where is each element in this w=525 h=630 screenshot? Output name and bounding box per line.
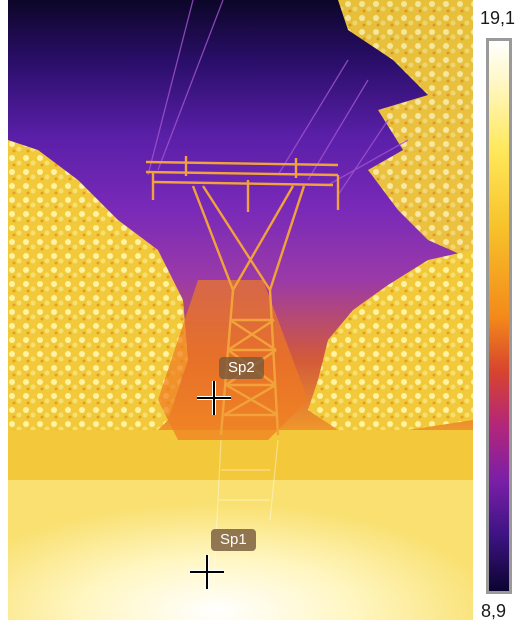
- scale-min-value: 8,9: [481, 601, 507, 621]
- spot-label-sp2: Sp2: [219, 357, 264, 379]
- thermal-image[interactable]: [8, 0, 473, 620]
- spot-label-sp1: Sp1: [211, 529, 256, 551]
- scale-max-value: 19,1: [480, 8, 516, 28]
- temperature-colorbar: [486, 38, 512, 594]
- spot-marker-sp1-icon[interactable]: [190, 555, 224, 589]
- spot-marker-sp2-icon[interactable]: [197, 381, 231, 415]
